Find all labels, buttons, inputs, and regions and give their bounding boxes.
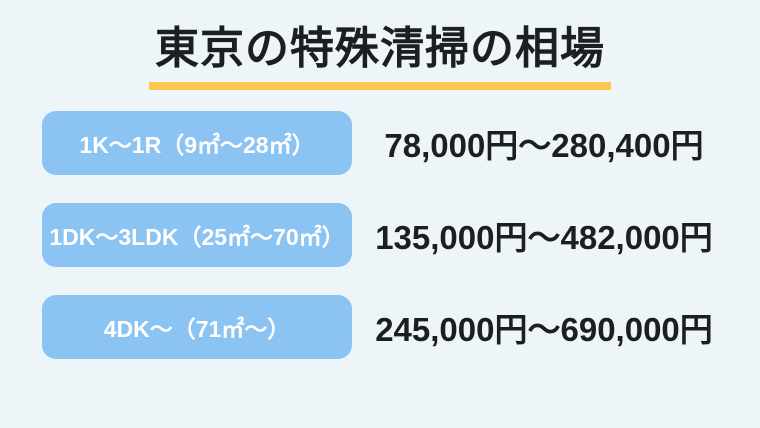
room-type-label: 1DK～3LDK（25㎡～70㎡） (49, 224, 345, 251)
price-range: 135,000円～482,000円 (375, 219, 713, 257)
price-row: 4DK～（71㎡～） 245,000円～690,000円 (42, 295, 760, 360)
price-row: 1K～1R（9㎡～28㎡） 78,000円～280,400円 (42, 111, 760, 176)
price-table: 1K～1R（9㎡～28㎡） 78,000円～280,400円 1DK～3LDK（… (0, 111, 760, 360)
room-type-badge: 1K～1R（9㎡～28㎡） (42, 111, 352, 176)
room-type-badge: 4DK～（71㎡～） (42, 295, 352, 360)
header: 東京の特殊清掃の相場 (0, 0, 760, 91)
price-row: 1DK～3LDK（25㎡～70㎡） 135,000円～482,000円 (42, 203, 760, 268)
room-type-label: 1K～1R（9㎡～28㎡） (79, 132, 315, 159)
page-title: 東京の特殊清掃の相場 (149, 24, 611, 91)
price-range: 245,000円～690,000円 (375, 311, 713, 349)
room-type-badge: 1DK～3LDK（25㎡～70㎡） (42, 203, 352, 268)
room-type-label: 4DK～（71㎡～） (103, 316, 291, 343)
price-range: 78,000円～280,400円 (384, 127, 704, 165)
